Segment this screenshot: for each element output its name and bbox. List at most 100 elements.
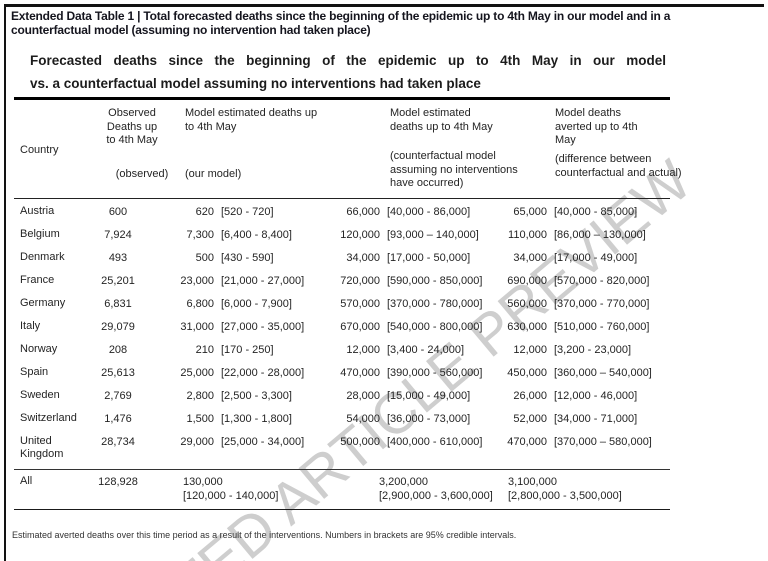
table-footnote: Estimated averted deaths over this time … — [12, 530, 517, 540]
counterfactual-value: 500,000 — [340, 436, 380, 448]
header-counterfactual-main: Model estimated deaths up to 4th May — [390, 107, 493, 133]
table-row-switzerland: Switzerland 1,476 1,500 [1,300 - 1,800] 5… — [14, 409, 670, 432]
model-ci: [6,000 - 7,900] — [221, 298, 292, 310]
model-cell: 210 [170 - 250] — [150, 343, 324, 363]
model-ci: [6,400 - 8,400] — [221, 229, 292, 241]
table-header-row: Country Observed Deaths up to 4th May (o… — [14, 97, 682, 199]
header-model-estimate: Model estimated deaths up to 4th May (ou… — [150, 100, 324, 198]
model-value: 6,800 — [186, 298, 214, 310]
table-row-germany: Germany 6,831 6,800 [6,000 - 7,900] 570,0… — [14, 294, 670, 317]
header-country-label: Country — [20, 144, 59, 156]
averted-cell: 630,000 [510,000 - 760,000] — [500, 320, 656, 340]
counterfactual-ci: [36,000 - 73,000] — [387, 413, 471, 425]
counterfactual-cell: 720,000 [590,000 - 850,000] — [324, 274, 500, 294]
model-ci: [430 - 590] — [221, 252, 274, 264]
table-row-italy: Italy 29,079 31,000 [27,000 - 35,000] 670… — [14, 317, 670, 340]
model-ci: [25,000 - 34,000] — [221, 436, 305, 448]
averted-cell: 110,000 [86,000 – 130,000] — [500, 228, 656, 248]
header-observed-main: Observed Deaths up to 4th May — [106, 107, 158, 146]
counterfactual-ci: [17,000 - 50,000] — [387, 252, 471, 264]
averted-ci: [510,000 - 760,000] — [554, 321, 650, 333]
observed-cell: 493 — [108, 252, 128, 264]
model-value: 25,000 — [180, 367, 214, 379]
table-row-united-kingdom: United Kingdom 28,734 29,000 [25,000 - 34… — [14, 432, 670, 463]
country-cell: Germany — [20, 297, 66, 309]
observed-cell: 28,734 — [101, 436, 135, 448]
counterfactual-value: 120,000 — [340, 229, 380, 241]
averted-ci: [17,000 - 49,000] — [554, 252, 638, 264]
counterfactual-ci: [2,900,000 - 3,600,000] — [379, 490, 493, 502]
averted-ci: [370,000 – 580,000] — [554, 436, 652, 448]
model-cell: 23,000 [21,000 - 27,000] — [150, 274, 324, 294]
model-value: 23,000 — [180, 275, 214, 287]
averted-ci: [570,000 - 820,000] — [554, 275, 650, 287]
observed-cell: 1,476 — [104, 413, 132, 425]
counterfactual-cell: 34,000 [17,000 - 50,000] — [324, 251, 500, 271]
country-cell: Spain — [20, 366, 49, 378]
counterfactual-cell: 12,000 [3,400 - 24,000] — [324, 343, 500, 363]
averted-value: 560,000 — [507, 298, 547, 310]
averted-value: 450,000 — [507, 367, 547, 379]
counterfactual-ci: [40,000 - 86,000] — [387, 206, 471, 218]
model-ci: [21,000 - 27,000] — [221, 275, 305, 287]
header-counterfactual: Model estimated deaths up to 4th May (co… — [324, 100, 518, 198]
averted-cell: 470,000 [370,000 – 580,000] — [500, 435, 656, 463]
model-cell: 25,000 [22,000 - 28,000] — [150, 366, 324, 386]
header-counterfactual-sub: (counterfactual model assuming no interv… — [390, 150, 518, 189]
model-cell: 31,000 [27,000 - 35,000] — [150, 320, 324, 340]
model-cell: 7,300 [6,400 - 8,400] — [150, 228, 324, 248]
header-model-main: Model estimated deaths up to 4th May — [185, 107, 318, 133]
country-cell: France — [20, 274, 55, 286]
country-cell: Italy — [20, 320, 41, 332]
averted-cell: 450,000 [360,000 – 540,000] — [500, 366, 656, 386]
model-value: 2,800 — [186, 390, 214, 402]
table-row-sweden: Sweden 2,769 2,800 [2,500 - 3,300] 28,000… — [14, 386, 670, 409]
counterfactual-cell: 570,000 [370,000 - 780,000] — [324, 297, 500, 317]
country-cell: United Kingdom — [20, 435, 64, 460]
figure-caption-line-1: Extended Data Table 1 | Total forecasted… — [11, 9, 671, 23]
model-cell: 6,800 [6,000 - 7,900] — [150, 297, 324, 317]
counterfactual-value: 66,000 — [346, 206, 380, 218]
averted-ci: [360,000 – 540,000] — [554, 367, 652, 379]
table-row-denmark: Denmark 493 500 [430 - 590] 34,000 [17,000… — [14, 248, 670, 271]
averted-value: 690,000 — [507, 275, 547, 287]
averted-ci: [86,000 – 130,000] — [554, 229, 646, 241]
country-cell: All — [20, 475, 33, 487]
observed-cell: 6,831 — [104, 298, 132, 310]
averted-value: 26,000 — [513, 390, 547, 402]
country-cell: Belgium — [20, 228, 60, 240]
model-cell: 1,500 [1,300 - 1,800] — [150, 412, 324, 432]
observed-cell: 600 — [108, 206, 128, 218]
header-model-sub: (our model) — [185, 168, 242, 180]
counterfactual-ci: [540,000 - 800,000] — [387, 321, 483, 333]
model-value: 210 — [195, 344, 214, 356]
counterfactual-cell: 470,000 [390,000 - 560,000] — [324, 366, 500, 386]
model-value: 29,000 — [180, 436, 214, 448]
header-averted-main: Model deaths averted up to 4th May — [555, 107, 638, 146]
table-body: Austria 600 620 [520 - 720] 66,000 [40,000… — [14, 202, 670, 463]
averted-ci: [12,000 - 46,000] — [554, 390, 638, 402]
country-cell: Denmark — [20, 251, 65, 263]
counterfactual-ci: [15,000 - 49,000] — [387, 390, 471, 402]
averted-ci: [2,800,000 - 3,500,000] — [508, 490, 622, 502]
model-value: 31,000 — [180, 321, 214, 333]
model-ci: [520 - 720] — [221, 206, 274, 218]
observed-cell: 208 — [108, 344, 128, 356]
header-averted: Model deaths averted up to 4th May (diff… — [500, 100, 682, 198]
model-cell: 620 [520 - 720] — [150, 205, 324, 225]
averted-value: 34,000 — [513, 252, 547, 264]
counterfactual-cell: 54,000 [36,000 - 73,000] — [324, 412, 500, 432]
counterfactual-ci: [390,000 - 560,000] — [387, 367, 483, 379]
page-border-top — [4, 4, 764, 7]
averted-value: 110,000 — [508, 229, 547, 241]
counterfactual-value: 720,000 — [340, 275, 380, 287]
model-value: 620 — [195, 206, 214, 218]
country-cell: Austria — [20, 205, 55, 217]
header-averted-sub: (difference between counterfactual and a… — [555, 153, 682, 179]
header-observed: Observed Deaths up to 4th May (observed) — [86, 100, 168, 198]
averted-value: 3,100,000 — [508, 476, 557, 488]
counterfactual-value: 570,000 — [340, 298, 380, 310]
averted-cell: 26,000 [12,000 - 46,000] — [500, 389, 656, 409]
